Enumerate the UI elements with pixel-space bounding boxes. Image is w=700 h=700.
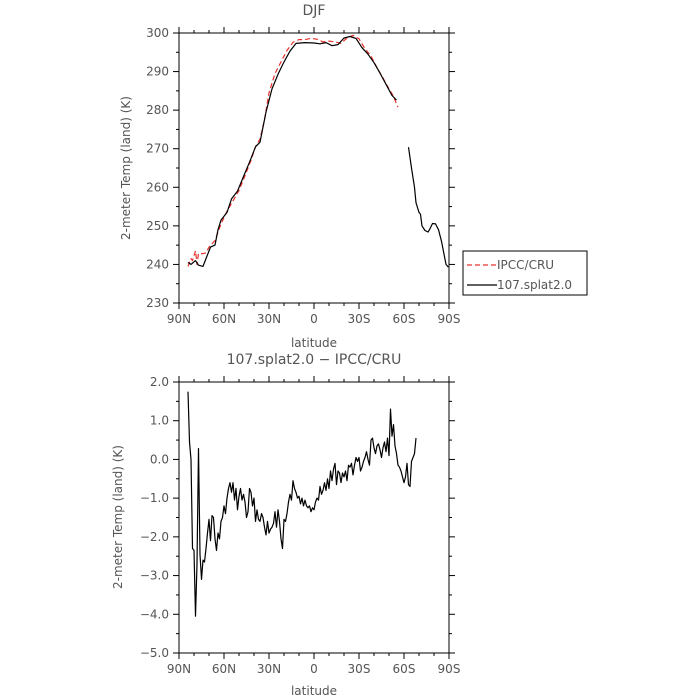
y-tick-label: 230 xyxy=(146,296,169,310)
bottom-panel: 107.splat2.0 − IPCC/CRU 90N 60N 30N 0 30S 60S… xyxy=(111,352,460,698)
top-series-line-0 xyxy=(187,34,399,267)
y-tick-label: 260 xyxy=(146,180,169,194)
x-tick-label: 30S xyxy=(348,662,371,676)
top-series-line-1 xyxy=(187,35,397,267)
x-tick-label: 60N xyxy=(212,662,236,676)
top-ticks: 90N 60N 30N 0 30S 60S 90S 230 240 250 260 270 280 290… xyxy=(146,26,460,326)
y-tick-label: 1.0 xyxy=(150,414,169,428)
top-plot-frame xyxy=(178,32,450,304)
y-tick-label: 240 xyxy=(146,257,169,271)
legend-label-ipcc-cru: IPCC/CRU xyxy=(497,258,554,272)
top-series xyxy=(187,34,449,268)
y-tick-label: 2.0 xyxy=(150,375,169,389)
y-tick-label: 300 xyxy=(146,26,169,40)
x-tick-label: 90S xyxy=(438,312,461,326)
y-tick-label: −4.0 xyxy=(140,607,169,621)
x-tick-label: 0 xyxy=(310,662,318,676)
x-tick-label: 90S xyxy=(438,662,461,676)
top-x-axis-label: latitude xyxy=(291,336,337,350)
y-tick-label: −3.0 xyxy=(140,569,169,583)
x-tick-label: 60S xyxy=(393,662,416,676)
x-tick-label: 30N xyxy=(257,312,281,326)
legend-box xyxy=(462,250,588,296)
x-tick-label: 0 xyxy=(310,312,318,326)
top-panel: DJF 90N 60N 30N 0 30S 60S 90S 230 240 250 260 270 28… xyxy=(119,3,588,350)
x-tick-label: 60N xyxy=(212,312,236,326)
y-tick-label: −5.0 xyxy=(140,646,169,660)
bottom-series-line-0 xyxy=(187,391,417,617)
y-tick-label: 280 xyxy=(146,103,169,117)
y-tick-label: 250 xyxy=(146,219,169,233)
x-tick-label: 60S xyxy=(393,312,416,326)
top-chart-title: DJF xyxy=(303,3,326,19)
y-tick-label: −1.0 xyxy=(140,491,169,505)
x-tick-label: 30N xyxy=(257,662,281,676)
bottom-chart-title: 107.splat2.0 − IPCC/CRU xyxy=(227,352,402,368)
bottom-plot-frame xyxy=(178,381,450,654)
legend-label-splat: 107.splat2.0 xyxy=(497,278,572,292)
bottom-x-axis-label: latitude xyxy=(291,684,337,698)
bottom-series xyxy=(187,391,417,617)
bottom-ticks: 90N 60N 30N 0 30S 60S 90S −5.0 −4.0 −3.0 −2.0 −1.0 0… xyxy=(140,375,461,676)
legend: IPCC/CRU 107.splat2.0 xyxy=(462,250,588,296)
y-tick-label: 0.0 xyxy=(150,452,169,466)
x-tick-label: 30S xyxy=(348,312,371,326)
top-series-line-1 xyxy=(407,147,449,268)
y-tick-label: −2.0 xyxy=(140,530,169,544)
x-tick-label: 90N xyxy=(167,312,191,326)
y-tick-label: 270 xyxy=(146,142,169,156)
x-tick-label: 90N xyxy=(167,662,191,676)
top-y-axis-label: 2-meter Temp (land) (K) xyxy=(119,96,133,240)
bottom-y-axis-label: 2-meter Temp (land) (K) xyxy=(111,445,125,589)
y-tick-label: 290 xyxy=(146,65,169,79)
